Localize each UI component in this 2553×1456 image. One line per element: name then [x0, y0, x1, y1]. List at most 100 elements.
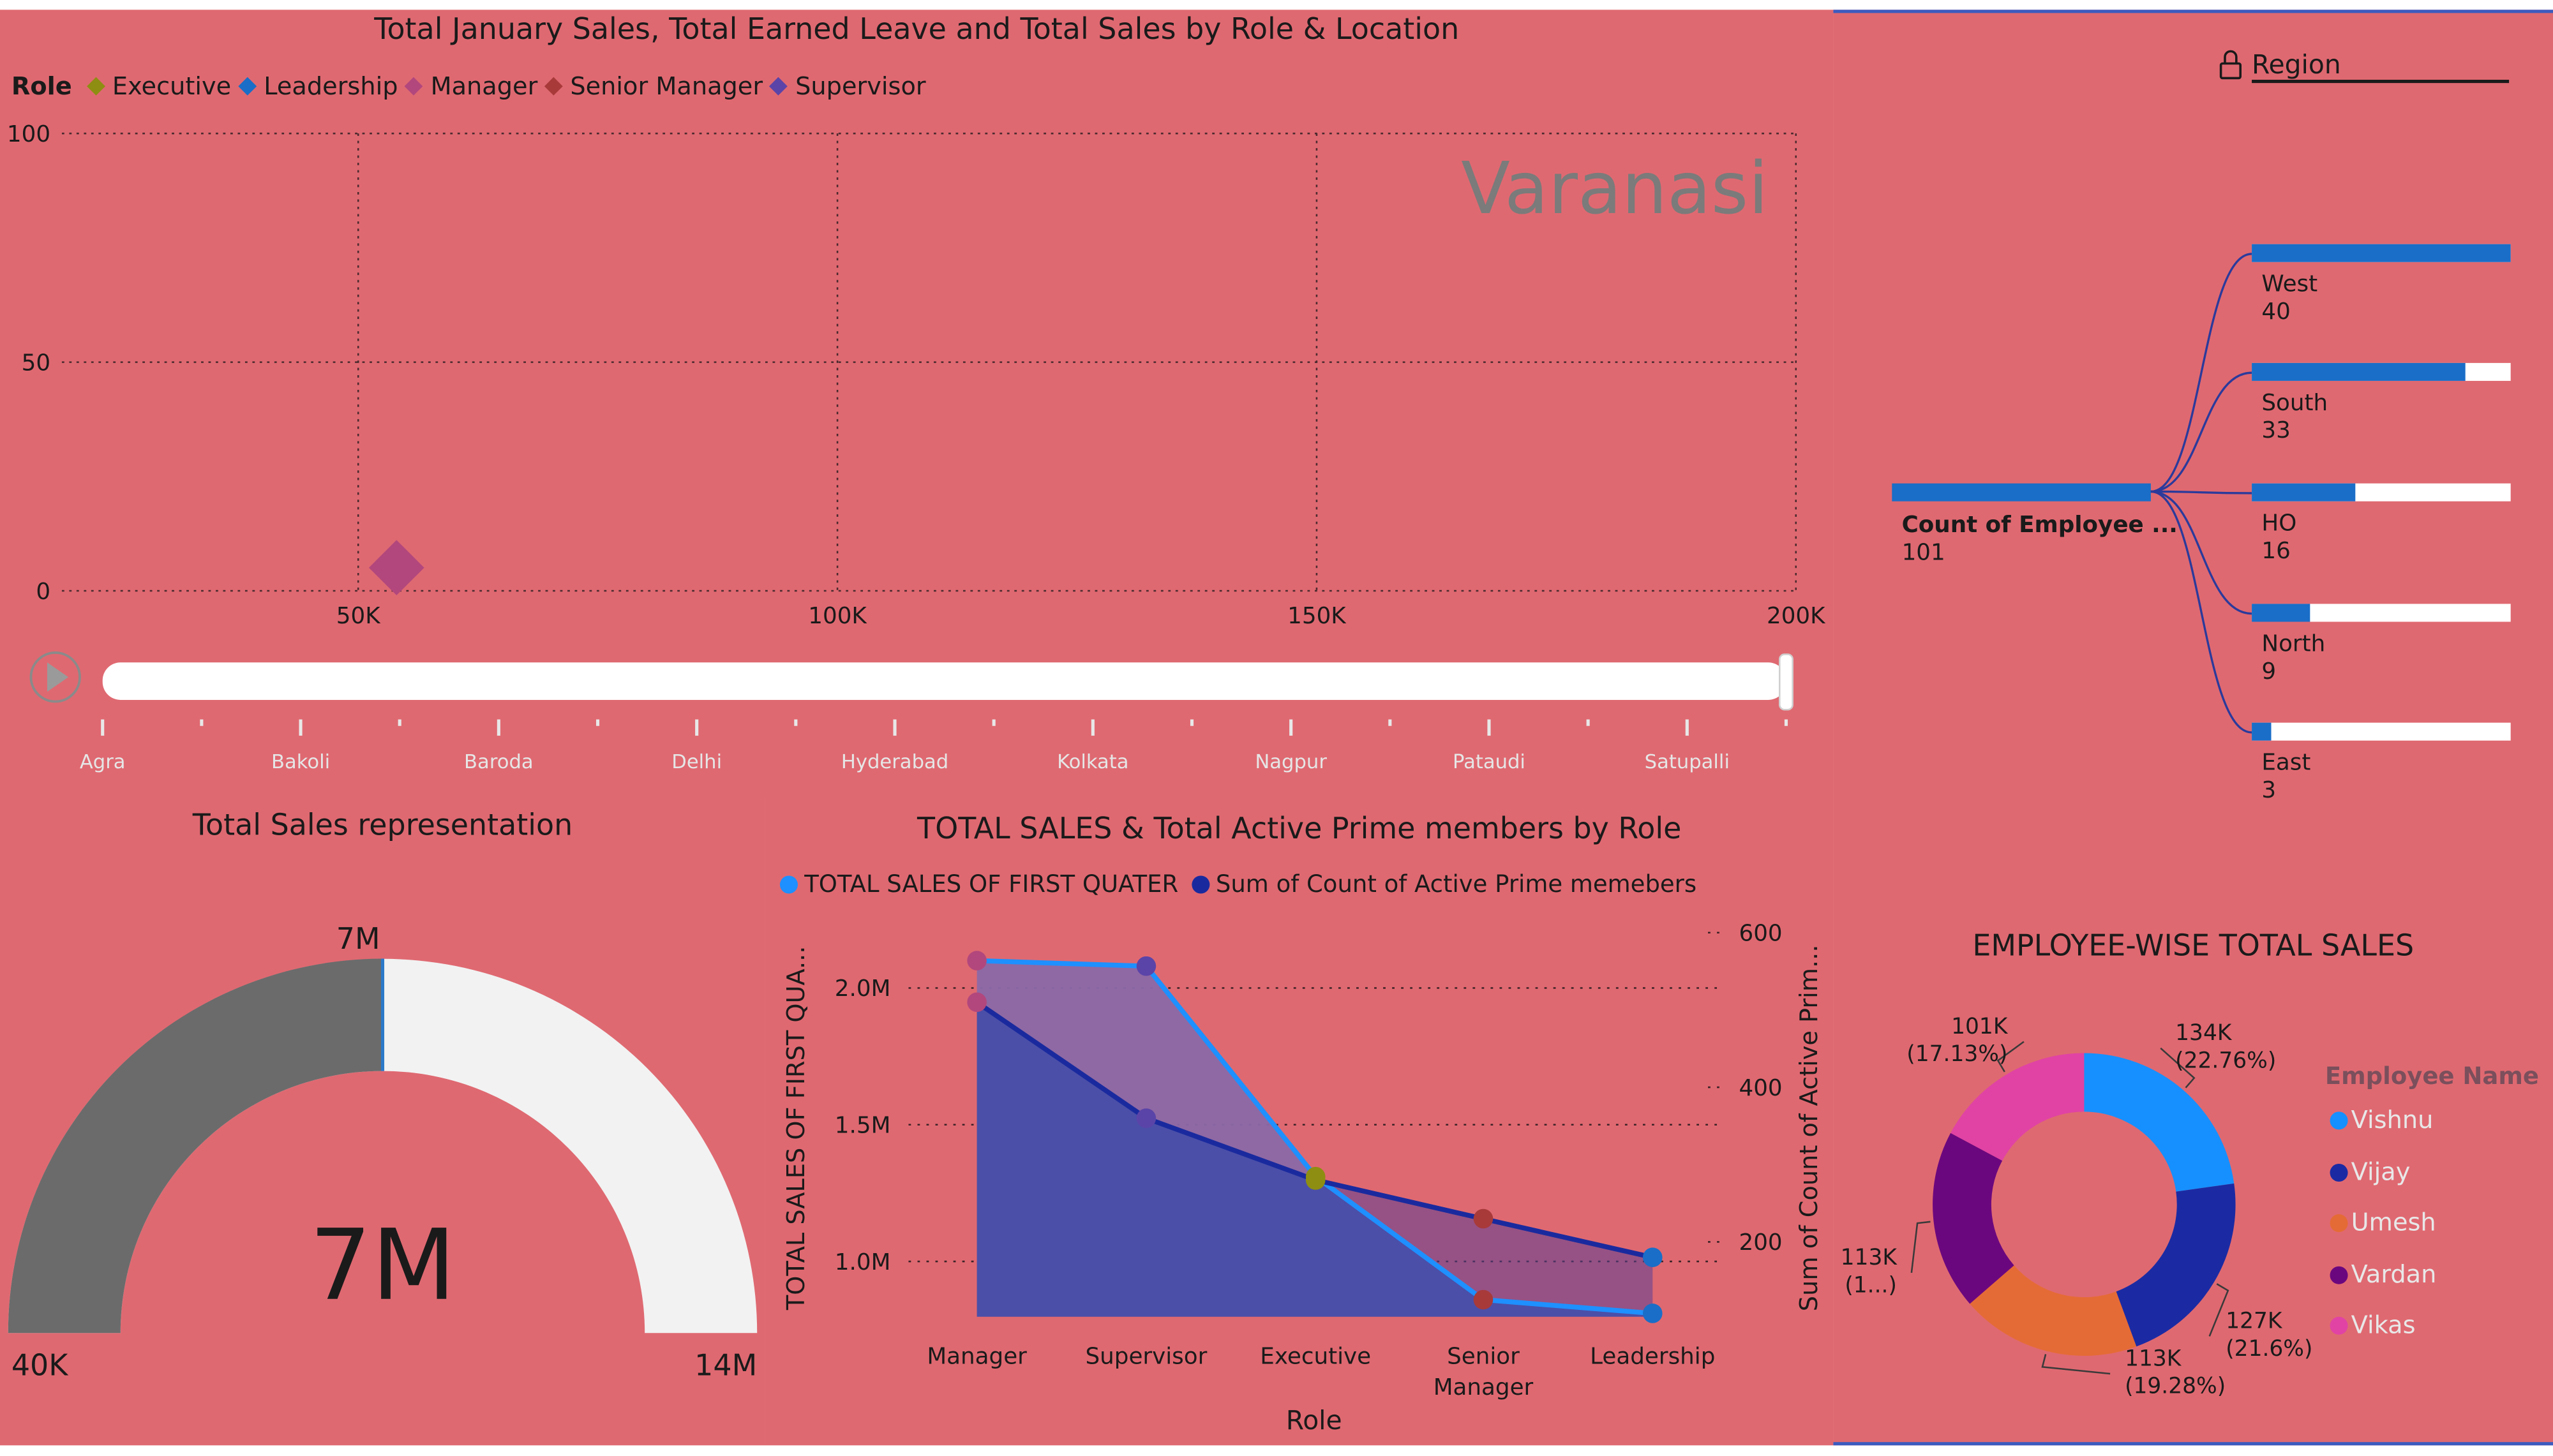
area-right-tick: 600	[1739, 920, 1782, 946]
donut-title: EMPLOYEE-WISE TOTAL SALES	[1972, 929, 2414, 964]
donut-value-label: 101K	[1951, 1014, 2009, 1039]
area-x-tick: Senior Manager	[1434, 1344, 1534, 1400]
area-series	[967, 951, 1663, 1323]
play-axis-location-label[interactable]: Delhi	[671, 751, 722, 773]
area-prime-point[interactable]	[1473, 1208, 1494, 1229]
play-axis[interactable]: Agra Bakoli Baroda Delhi Hyderabad Kolkata Nag…	[29, 651, 1793, 773]
area-x-tick: Executive	[1260, 1344, 1371, 1370]
area-legend-item[interactable]: Sum of Count of Active Prime memebers	[1191, 872, 1696, 898]
play-axis-location-label[interactable]: Pataudi	[1453, 751, 1525, 773]
scatter-points	[368, 540, 424, 596]
donut-legend-item[interactable]: Vardan	[2330, 1259, 2436, 1310]
area-sales-point[interactable]	[1136, 956, 1157, 976]
play-axis-location-label[interactable]: Baroda	[464, 751, 534, 773]
donut-slice-vikas[interactable]	[1950, 1053, 2085, 1161]
scatter-x-tick: 200K	[1767, 603, 1826, 629]
donut-percent-label: (19.28%)	[2125, 1374, 2226, 1399]
play-icon[interactable]	[29, 651, 81, 703]
play-axis-location-label[interactable]: Hyderabad	[841, 751, 948, 773]
scatter-point-manager[interactable]	[368, 540, 424, 596]
scatter-legend-item[interactable]: Manager	[405, 71, 537, 101]
scatter-legend-item[interactable]: Supervisor	[770, 71, 926, 101]
area-sales-point[interactable]	[1473, 1289, 1494, 1310]
area-x-tick: Supervisor	[1086, 1344, 1208, 1370]
tree-root-value: 101	[1902, 540, 1945, 566]
circle-marker-icon	[2330, 1316, 2348, 1335]
donut-percent-label: (22.76%)	[2175, 1048, 2276, 1073]
area-prime-point[interactable]	[967, 992, 987, 1013]
scatter-legend-item[interactable]: Executive	[86, 71, 231, 101]
scatter-y-tick: 50	[22, 350, 50, 376]
play-axis-location-label[interactable]: Bakoli	[271, 751, 330, 773]
tree-node-bar[interactable]	[2252, 362, 2466, 381]
play-axis-track[interactable]	[102, 662, 1786, 700]
scatter-x-tick: 50K	[336, 603, 381, 629]
donut-slices	[1933, 1053, 2236, 1356]
area-prime-point[interactable]	[1642, 1247, 1663, 1267]
tree-node-bar[interactable]	[2252, 604, 2310, 622]
donut-legend-label: Vijay	[2351, 1156, 2411, 1186]
area-title: TOTAL SALES & Total Active Prime members…	[917, 812, 1682, 847]
area-prime-point[interactable]	[1305, 1170, 1326, 1190]
gauge-title: Total Sales representation	[192, 808, 573, 843]
play-axis-handle[interactable]	[1778, 653, 1793, 711]
area-left-axis-title: TOTAL SALES OF FIRST QUA...	[782, 946, 811, 1311]
area-left-tick: 1.5M	[835, 1113, 891, 1139]
area-sales-point[interactable]	[1642, 1304, 1663, 1323]
tree-node-label: HO	[2261, 510, 2296, 537]
donut-slice-vishnu[interactable]	[2084, 1053, 2235, 1192]
tree-node-value: 16	[2261, 538, 2290, 564]
tree-node-bar[interactable]	[2252, 483, 2356, 501]
donut-legend-item[interactable]: Vijay	[2330, 1157, 2437, 1208]
scatter-y-tick: 100	[7, 121, 50, 147]
play-axis-location-label[interactable]: Kolkata	[1057, 751, 1128, 773]
play-axis-location-label[interactable]: Nagpur	[1255, 751, 1327, 773]
tree-node-bar[interactable]	[2252, 722, 2272, 741]
donut-legend-item[interactable]: Vikas	[2330, 1311, 2437, 1362]
tree-connector	[2150, 253, 2252, 493]
area-left-tick: 2.0M	[835, 976, 891, 1002]
donut-labels: 134K(22.76%) 127K(21.6%) 113K (19.28%) 113K (…	[1841, 1014, 2313, 1399]
scatter-gridlines	[61, 132, 1797, 592]
donut-legend-item[interactable]: Umesh	[2330, 1208, 2437, 1259]
scatter-legend-item[interactable]: Senior Manager	[544, 71, 763, 101]
area-x-axis-title: Role	[1286, 1405, 1342, 1436]
decomposition-tree-panel	[1833, 10, 2553, 798]
tree-root-bar[interactable]	[1892, 483, 2151, 501]
circle-marker-icon	[779, 875, 798, 894]
donut-legend-item[interactable]: Vishnu	[2330, 1105, 2437, 1156]
circle-marker-icon	[2330, 1163, 2348, 1181]
donut-leader-line	[2160, 1047, 2196, 1088]
donut-value-label: 127K	[2226, 1309, 2283, 1334]
area-sales-point[interactable]	[967, 951, 987, 970]
area-x-tick: Leadership	[1590, 1344, 1715, 1370]
area-chart: 2.0M 1.5M 1.0M 600 400 200 Manager Supervisor Ex…	[782, 920, 1823, 1435]
area-x-tick: Manager	[927, 1344, 1027, 1370]
area-prime-point[interactable]	[1136, 1108, 1157, 1128]
donut-legend-label: Vikas	[2351, 1310, 2416, 1340]
area-chart-panel: TOTAL SALES & Total Active Prime members…	[765, 798, 1834, 1446]
donut-value-label: 113K	[2125, 1346, 2182, 1371]
lock-icon[interactable]	[2219, 50, 2242, 80]
tree-level-header[interactable]: Region	[2252, 49, 2341, 80]
tree-node-label: East	[2261, 750, 2310, 776]
play-axis-location-label[interactable]: Agra	[80, 751, 126, 773]
play-axis-location-label[interactable]: Satupalli	[1645, 751, 1730, 773]
tree-node-value: 3	[2261, 777, 2276, 803]
donut-slice-vijay[interactable]	[2116, 1183, 2236, 1347]
scatter-legend-item[interactable]: Leadership	[238, 71, 398, 101]
area-legend-item[interactable]: TOTAL SALES OF FIRST QUATER	[779, 872, 1178, 898]
area-right-tick: 200	[1739, 1229, 1782, 1256]
donut-percent-label: (17.13%)	[1906, 1041, 2007, 1067]
scatter-axis-ticks: 100 50 0 50K 100K 150K 200K	[7, 121, 1826, 629]
tree-root-label: Count of Employee ...	[1902, 512, 2178, 538]
area-legend: TOTAL SALES OF FIRST QUATER Sum of Count …	[779, 872, 1710, 898]
tree-node-bar-bg[interactable]	[2252, 722, 2511, 741]
donut-slice-umesh[interactable]	[1970, 1265, 2137, 1356]
donut-leader-line	[2041, 1354, 2111, 1375]
scatter-x-tick: 100K	[808, 603, 867, 629]
donut-slice-vardan[interactable]	[1933, 1133, 2014, 1304]
tree-node-bar[interactable]	[2252, 244, 2511, 262]
gauge-min-label: 40K	[11, 1348, 69, 1383]
